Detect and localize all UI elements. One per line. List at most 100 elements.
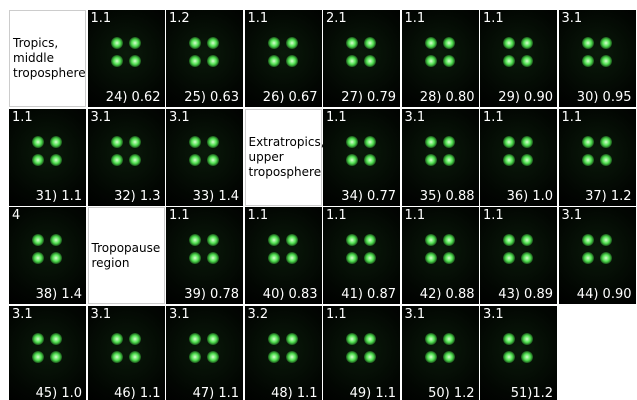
panel-caption: 28) 0.80 bbox=[420, 90, 475, 105]
particle bbox=[443, 252, 455, 264]
particle bbox=[346, 234, 358, 246]
particle bbox=[189, 154, 201, 166]
particle bbox=[129, 55, 141, 67]
particle bbox=[364, 333, 376, 345]
panel-id: 1.1 bbox=[248, 208, 269, 223]
particle bbox=[32, 234, 44, 246]
particle bbox=[425, 252, 437, 264]
panel-caption: 48) 1.1 bbox=[271, 386, 317, 400]
particle bbox=[582, 154, 594, 166]
figure: Tropics, middle troposphere1.124) 0.621.… bbox=[0, 0, 637, 400]
panel-caption: 29) 0.90 bbox=[498, 90, 553, 105]
particle bbox=[600, 234, 612, 246]
particle bbox=[189, 252, 201, 264]
panel-caption: 41) 0.87 bbox=[341, 287, 396, 302]
particle bbox=[189, 37, 201, 49]
particle bbox=[207, 333, 219, 345]
particle bbox=[521, 351, 533, 363]
particle bbox=[582, 234, 594, 246]
particle bbox=[425, 351, 437, 363]
particle bbox=[129, 154, 141, 166]
particle bbox=[425, 154, 437, 166]
particle bbox=[503, 252, 515, 264]
particle bbox=[582, 37, 594, 49]
text-cell: Tropics, middle troposphere bbox=[9, 10, 86, 107]
particle bbox=[189, 351, 201, 363]
particle bbox=[189, 234, 201, 246]
particle bbox=[521, 154, 533, 166]
particle bbox=[364, 55, 376, 67]
panel-caption: 51)1.2 bbox=[511, 386, 553, 400]
particle bbox=[50, 136, 62, 148]
panel-id: 4 bbox=[12, 208, 20, 223]
particle bbox=[32, 136, 44, 148]
particle bbox=[207, 234, 219, 246]
image-panel: 1.1 40) 0.83 bbox=[245, 207, 322, 304]
panel-caption: 38) 1.4 bbox=[36, 287, 82, 302]
panel-caption: 33) 1.4 bbox=[193, 189, 239, 204]
particle bbox=[521, 136, 533, 148]
particle bbox=[503, 37, 515, 49]
panel-id: 3.1 bbox=[405, 307, 426, 322]
panel-id: 1.1 bbox=[169, 208, 190, 223]
particle bbox=[582, 55, 594, 67]
particle bbox=[268, 252, 280, 264]
panel-id: 3.1 bbox=[12, 307, 33, 322]
panel-caption: 49) 1.1 bbox=[350, 386, 396, 400]
particle bbox=[443, 55, 455, 67]
panel-id: 1.1 bbox=[405, 208, 426, 223]
particle bbox=[286, 234, 298, 246]
particle bbox=[129, 136, 141, 148]
particle bbox=[286, 333, 298, 345]
particle bbox=[521, 55, 533, 67]
panel-id: 1.1 bbox=[248, 11, 269, 26]
image-panel: 1.1 49) 1.1 bbox=[323, 306, 400, 400]
panel-caption: 40) 0.83 bbox=[263, 287, 318, 302]
particle bbox=[443, 333, 455, 345]
particle bbox=[582, 252, 594, 264]
panel-id: 1.1 bbox=[91, 11, 112, 26]
particle bbox=[443, 37, 455, 49]
particle bbox=[111, 351, 123, 363]
particle bbox=[503, 333, 515, 345]
image-panel: 4 38) 1.4 bbox=[9, 207, 86, 304]
particle bbox=[111, 154, 123, 166]
particle bbox=[443, 234, 455, 246]
panel-caption: 32) 1.3 bbox=[114, 189, 160, 204]
particle bbox=[207, 351, 219, 363]
particle bbox=[364, 234, 376, 246]
particle bbox=[129, 333, 141, 345]
particle bbox=[600, 252, 612, 264]
particle bbox=[425, 333, 437, 345]
particle bbox=[50, 333, 62, 345]
particle bbox=[521, 37, 533, 49]
particle bbox=[521, 252, 533, 264]
particle bbox=[111, 37, 123, 49]
panel-id: 3.1 bbox=[91, 307, 112, 322]
particle bbox=[364, 351, 376, 363]
panel-caption: 44) 0.90 bbox=[577, 287, 632, 302]
particle bbox=[268, 351, 280, 363]
particle bbox=[207, 37, 219, 49]
particle bbox=[600, 55, 612, 67]
particle bbox=[207, 252, 219, 264]
panel-id: 1.1 bbox=[326, 307, 347, 322]
particle bbox=[346, 154, 358, 166]
particle bbox=[425, 234, 437, 246]
panel-id: 3.1 bbox=[169, 110, 190, 125]
